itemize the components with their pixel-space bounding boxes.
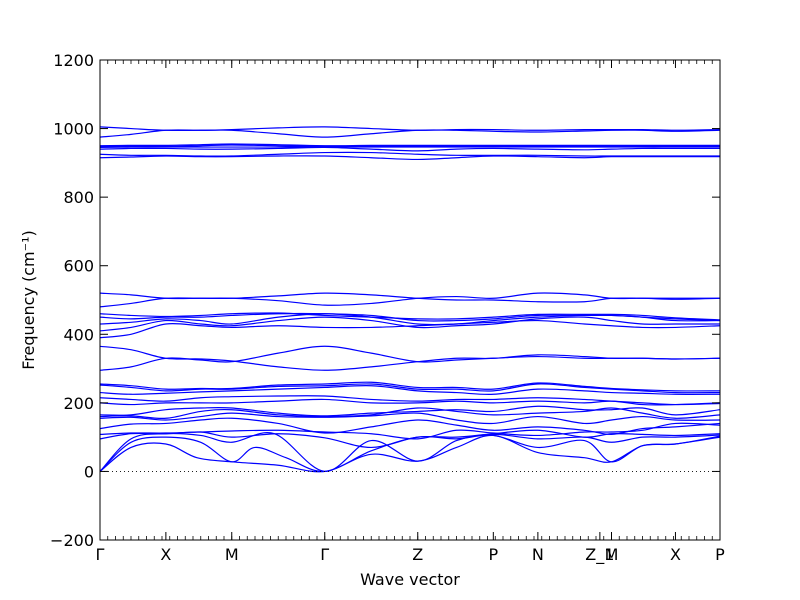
- band-line-1: [99, 434, 721, 473]
- x-tick-label: X: [160, 545, 171, 564]
- band-line-5: [99, 422, 721, 440]
- band-line-21: [99, 312, 721, 321]
- x-tick-label: M: [605, 545, 619, 564]
- y-tick-label: 400: [63, 325, 94, 344]
- band-line-20: [99, 312, 721, 322]
- band-line-24: [99, 155, 720, 161]
- y-tick-label: 0: [84, 462, 94, 481]
- y-tick-label: 1200: [53, 51, 94, 70]
- band-line-30: [99, 129, 721, 138]
- band-line-16: [99, 345, 721, 371]
- y-tick-labels: −200 0 200 400 600 800 1000 1200: [50, 51, 94, 550]
- x-tick-label: P: [488, 545, 498, 564]
- band-line-26: [99, 146, 720, 152]
- band-line-7: [99, 412, 721, 425]
- y-tick-label: 800: [63, 188, 94, 207]
- x-tick-label: M: [225, 545, 239, 564]
- x-tick-label: N: [532, 545, 544, 564]
- band-line-13: [99, 383, 721, 394]
- y-tick-label: 1000: [53, 120, 94, 139]
- x-tick-label: Γ: [96, 545, 105, 564]
- band-line-22: [99, 292, 721, 308]
- band-line-6: [99, 417, 721, 436]
- band-line-11: [99, 395, 721, 406]
- band-line-18: [99, 316, 720, 332]
- x-tick-labels: Γ X M Γ Z P N Z_1M X P: [96, 545, 726, 565]
- band-line-25: [99, 151, 720, 157]
- x-tick-label: Γ: [320, 545, 329, 564]
- band-line-12: [99, 385, 721, 395]
- axis-ticks: [99, 59, 721, 541]
- band-line-9: [99, 405, 721, 417]
- plot-frame: [99, 59, 721, 541]
- band-line-14: [99, 381, 721, 392]
- x-tick-label: Z_1: [585, 545, 614, 565]
- y-tick-label: 600: [63, 257, 94, 276]
- band-lines: [99, 126, 721, 473]
- band-line-28: [99, 144, 720, 148]
- y-axis-label: Frequency (cm⁻¹): [19, 230, 38, 369]
- band-line-29: [99, 143, 720, 147]
- y-tick-label: 200: [63, 394, 94, 413]
- band-line-31: [99, 126, 721, 132]
- x-axis-label: Wave vector: [360, 570, 460, 589]
- x-tick-label: P: [715, 545, 725, 564]
- x-tick-label: X: [670, 545, 681, 564]
- y-tick-label: −200: [50, 531, 94, 550]
- x-tick-label: Z: [412, 545, 423, 564]
- band-line-3: [99, 432, 721, 473]
- band-line-23: [99, 292, 721, 306]
- band-line-17: [99, 319, 721, 339]
